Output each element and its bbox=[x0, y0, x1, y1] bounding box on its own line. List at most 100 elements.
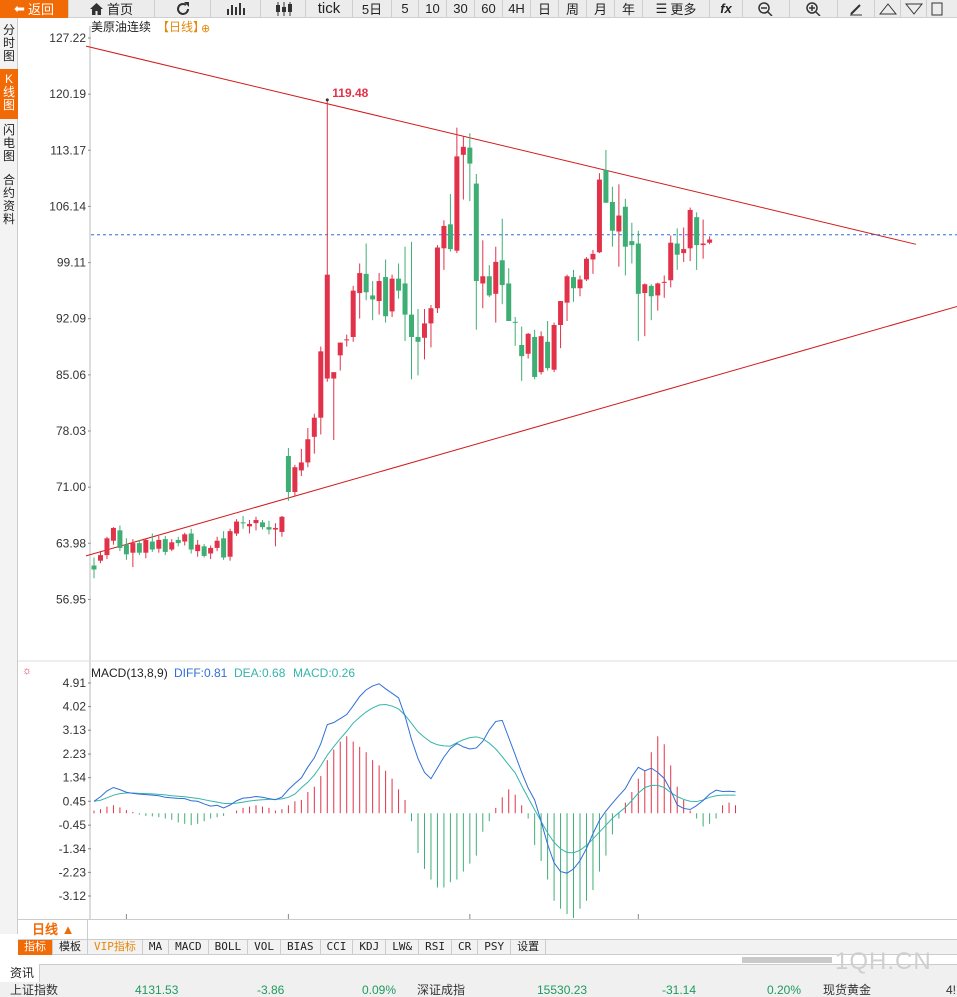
more-button[interactable]: ☰ 更多 bbox=[643, 0, 710, 18]
home-button[interactable]: 首页 bbox=[69, 0, 155, 18]
price-tick-label: 78.03 bbox=[56, 424, 86, 438]
chart-title: 美原油连续 bbox=[91, 19, 151, 34]
dropdown-button[interactable] bbox=[901, 0, 927, 18]
indicator-tab[interactable]: KDJ bbox=[353, 940, 387, 955]
candle-button[interactable] bbox=[261, 0, 306, 18]
zoom-in-button[interactable] bbox=[790, 0, 838, 18]
indicator-tab[interactable]: VOL bbox=[248, 940, 281, 955]
candle-body bbox=[603, 169, 609, 203]
candle-body bbox=[292, 467, 298, 492]
candle-body bbox=[707, 239, 713, 243]
formula-button[interactable]: fx bbox=[710, 0, 743, 18]
refresh-icon bbox=[176, 1, 189, 15]
price-tick-label: 113.17 bbox=[50, 143, 86, 157]
period-10min[interactable]: 10 bbox=[419, 0, 447, 18]
indicator-tab[interactable]: VIP指标 bbox=[88, 940, 143, 955]
home-icon bbox=[89, 2, 103, 15]
candle-body bbox=[389, 278, 395, 312]
zoom-out-button[interactable] bbox=[743, 0, 790, 18]
period-day[interactable]: 日 bbox=[531, 0, 559, 18]
candle-body bbox=[396, 278, 402, 291]
candle-body bbox=[519, 344, 525, 357]
period-week[interactable]: 周 bbox=[559, 0, 587, 18]
macd-axis: 4.91 4.02 3.13 2.23 1.34 0.45 -0.45 -1.34 -2.23 -… bbox=[59, 676, 91, 903]
date-bar: 日线 ▲ bbox=[18, 919, 957, 939]
period-5day[interactable]: 5日 bbox=[353, 0, 392, 18]
candle-body bbox=[247, 523, 253, 527]
ticker-item: 4! bbox=[946, 983, 957, 997]
tab-flash[interactable]: 闪电图 bbox=[2, 123, 15, 163]
tab-kline[interactable]: K线图 bbox=[0, 69, 18, 119]
candle-body bbox=[674, 243, 680, 255]
macd-settings-icon[interactable]: ☼ bbox=[22, 665, 32, 677]
candle-body bbox=[175, 539, 181, 544]
indicator-tab[interactable]: CR bbox=[452, 940, 479, 955]
indicator-tab[interactable]: 模板 bbox=[53, 940, 88, 955]
candle-body bbox=[110, 527, 116, 541]
view-sidebar: 分时图 K线图 闪电图 合约资料 bbox=[0, 18, 18, 934]
indicator-tab[interactable]: 设置 bbox=[511, 940, 547, 955]
kline-chart[interactable]: 127.22 120.19 113.17 106.14 99.11 92.09 85.06 7… bbox=[18, 18, 957, 919]
dea-line bbox=[93, 703, 736, 854]
candle-body bbox=[156, 539, 162, 549]
indicator-tab[interactable]: CCI bbox=[321, 940, 354, 955]
candle-body bbox=[434, 247, 440, 309]
candle-body bbox=[344, 339, 350, 341]
candle-body bbox=[428, 308, 434, 324]
candle-body bbox=[564, 276, 570, 303]
candle-body bbox=[622, 206, 628, 247]
period-5min[interactable]: 5 bbox=[392, 0, 419, 18]
tab-contract[interactable]: 合约资料 bbox=[2, 173, 15, 226]
candle-body bbox=[661, 281, 667, 283]
settings-icon bbox=[931, 2, 943, 15]
indicator-tab[interactable]: BOLL bbox=[209, 940, 249, 955]
ticker-item: -3.86 bbox=[257, 983, 285, 997]
candle-body bbox=[694, 217, 700, 246]
indicator-tab[interactable]: LW& bbox=[386, 940, 420, 955]
period-year[interactable]: 年 bbox=[615, 0, 643, 18]
ticker-item: 0.09% bbox=[362, 983, 397, 997]
candle-body bbox=[383, 277, 389, 317]
horizontal-scrollbar[interactable] bbox=[742, 957, 832, 963]
tab-timeshare[interactable]: 分时图 bbox=[2, 23, 15, 63]
macd-tick-label: -2.23 bbox=[59, 865, 87, 879]
info-bar bbox=[0, 964, 957, 997]
indicator-tab[interactable]: PSY bbox=[478, 940, 512, 955]
date-axis: 2026/022026/032026/042026/05 bbox=[125, 914, 639, 919]
toolbar: ⬅ 返回 首页 tick 5日 5 10 30 60 4H 日 周 月 年 ☰ 更多… bbox=[0, 0, 957, 18]
candle-body bbox=[357, 273, 363, 294]
tick-button[interactable]: tick bbox=[306, 0, 353, 18]
indicator-tab[interactable]: BIAS bbox=[281, 940, 321, 955]
news-tab[interactable]: 资讯 bbox=[0, 964, 40, 982]
candles bbox=[91, 99, 713, 579]
period-30min[interactable]: 30 bbox=[447, 0, 475, 18]
indicator-tab[interactable]: MA bbox=[143, 940, 170, 955]
price-axis: 127.22 120.19 113.17 106.14 99.11 92.09 85.06 7… bbox=[49, 26, 91, 919]
candle-body bbox=[629, 241, 635, 246]
price-tick-label: 56.95 bbox=[56, 592, 86, 606]
refresh-button[interactable] bbox=[155, 0, 211, 18]
back-button[interactable]: ⬅ 返回 bbox=[0, 0, 69, 18]
indicator-tab[interactable]: 指标 bbox=[18, 940, 53, 955]
settings-button[interactable] bbox=[927, 0, 947, 18]
candle-body bbox=[136, 543, 142, 553]
candle-body bbox=[409, 314, 415, 337]
period-60min[interactable]: 60 bbox=[475, 0, 503, 18]
bar-chart-button[interactable] bbox=[211, 0, 261, 18]
triangle-tool-button[interactable] bbox=[875, 0, 901, 18]
candle-body bbox=[324, 274, 330, 379]
period-4h[interactable]: 4H bbox=[503, 0, 531, 18]
candle-body bbox=[214, 540, 220, 548]
ticker-item: 上证指数 bbox=[10, 983, 59, 997]
ticker-item: 4131.53 bbox=[135, 983, 179, 997]
candle-body bbox=[234, 521, 240, 534]
period-month[interactable]: 月 bbox=[587, 0, 615, 18]
price-tick-label: 71.00 bbox=[56, 480, 86, 494]
indicator-tab[interactable]: RSI bbox=[419, 940, 452, 955]
candle-body bbox=[577, 279, 583, 289]
period-button[interactable]: 日线 ▲ bbox=[18, 920, 88, 939]
indicator-tab[interactable]: MACD bbox=[169, 940, 209, 955]
candle-body bbox=[525, 333, 531, 354]
add-indicator-icon[interactable]: ⊕ bbox=[201, 23, 210, 35]
draw-line-button[interactable] bbox=[838, 0, 875, 18]
